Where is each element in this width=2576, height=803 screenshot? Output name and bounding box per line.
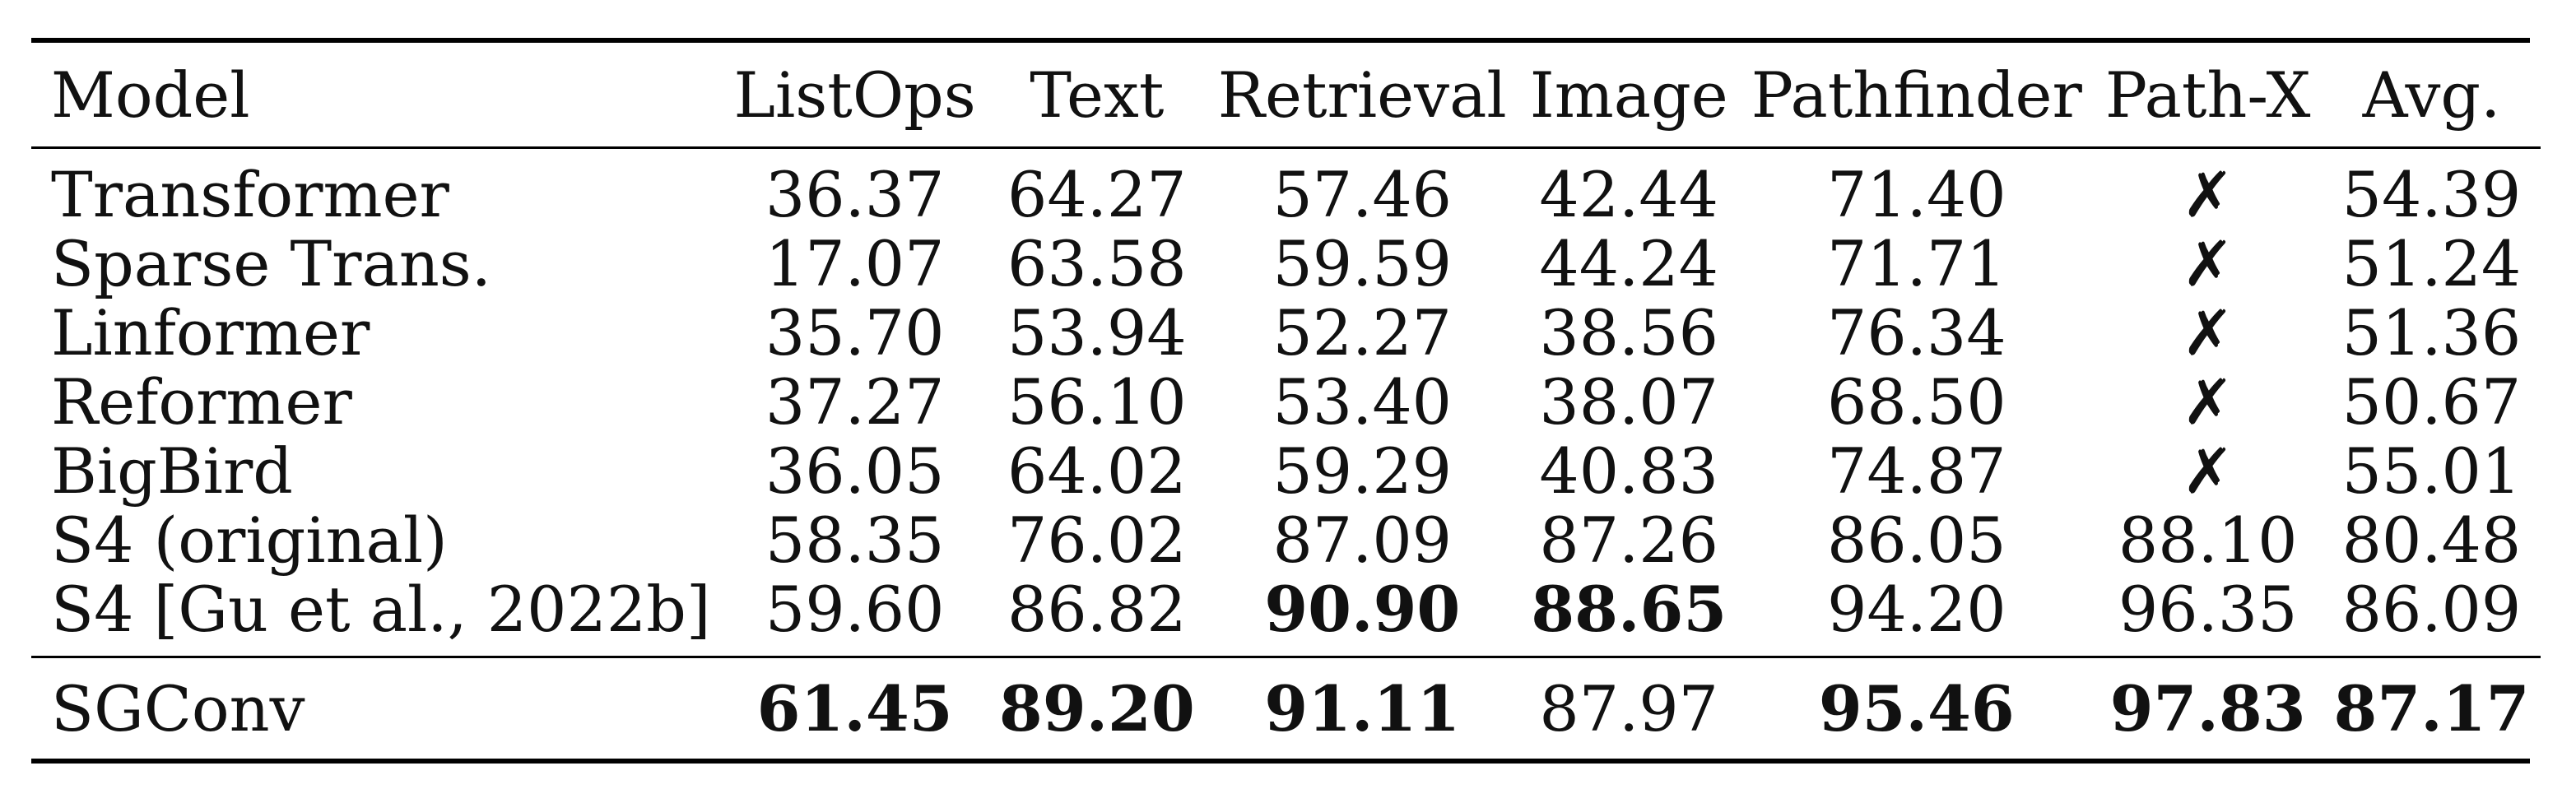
score-cell: 53.40: [1272, 365, 1453, 439]
score-cell: 59.59: [1272, 227, 1453, 300]
score-cell: 57.46: [1272, 158, 1453, 231]
score-cell: 88.65: [1531, 573, 1727, 646]
table-row: Linformer 35.70 53.94 52.27 38.56 76.34 ✗ 51.36: [31, 299, 2541, 368]
cross-mark-cell: ✗: [2181, 158, 2234, 231]
table-row: Reformer 37.27 56.10 53.40 38.07 68.50 ✗ 50.67: [31, 368, 2541, 437]
col-header-listops: ListOps: [733, 58, 976, 132]
score-cell: 96.35: [2118, 573, 2298, 646]
bottom-rule: [31, 759, 2530, 764]
score-cell: 51.24: [2341, 227, 2522, 300]
score-cell: 44.24: [1539, 227, 1718, 300]
score-cell: 64.02: [1007, 434, 1187, 508]
col-header-path-x: Path-X: [2104, 58, 2311, 132]
score-cell: 97.83: [2109, 671, 2306, 745]
score-cell: 94.20: [1827, 573, 2006, 646]
col-header-retrieval: Retrieval: [1217, 58, 1507, 132]
score-cell: 71.71: [1827, 227, 2006, 300]
score-cell: 37.27: [765, 365, 945, 439]
model-name-cell: S4 (original): [51, 504, 448, 577]
score-cell: 86.09: [2341, 573, 2522, 646]
score-cell: 51.36: [2341, 296, 2522, 369]
score-cell: 59.60: [765, 573, 945, 646]
score-cell: 86.82: [1007, 573, 1187, 646]
model-name-cell: SGConv: [51, 671, 305, 745]
col-header-model: Model: [51, 58, 250, 132]
score-cell: 50.67: [2341, 365, 2522, 439]
score-cell: 63.58: [1007, 227, 1187, 300]
cross-mark-cell: ✗: [2181, 296, 2234, 369]
cross-mark-cell: ✗: [2181, 434, 2234, 508]
col-header-image: Image: [1529, 58, 1728, 132]
results-table-wrapper: Model ListOps Text Retrieval Image Pathf…: [31, 38, 2541, 764]
results-table: Model ListOps Text Retrieval Image Pathf…: [31, 43, 2541, 759]
table-row: Transformer 36.37 64.27 57.46 42.44 71.40 ✗ 54.…: [31, 148, 2541, 230]
score-cell: 95.46: [1818, 671, 2015, 745]
score-cell: 90.90: [1264, 573, 1461, 646]
score-cell: 61.45: [756, 671, 953, 745]
table-footer: SGConv 61.45 89.20 91.11 87.97 95.46 97.83 87.1…: [31, 657, 2541, 759]
score-cell: 52.27: [1272, 296, 1453, 369]
score-cell: 40.83: [1539, 434, 1718, 508]
top-rule: [31, 38, 2530, 43]
score-cell: 38.56: [1539, 296, 1718, 369]
score-cell: 36.05: [765, 434, 945, 508]
score-cell: 53.94: [1007, 296, 1187, 369]
score-cell: 68.50: [1827, 365, 2006, 439]
table-header: Model ListOps Text Retrieval Image Pathf…: [31, 43, 2541, 148]
model-name-cell: Transformer: [51, 158, 449, 231]
score-cell: 38.07: [1539, 365, 1718, 439]
col-header-text: Text: [1030, 58, 1165, 132]
header-row: Model ListOps Text Retrieval Image Pathf…: [31, 43, 2541, 148]
score-cell: 42.44: [1539, 158, 1718, 231]
col-header-pathfinder: Pathfinder: [1751, 58, 2082, 132]
score-cell: 87.97: [1539, 671, 1718, 745]
score-cell: 88.10: [2118, 504, 2298, 577]
table-row: Sparse Trans. 17.07 63.58 59.59 44.24 71.71 ✗ 5…: [31, 230, 2541, 299]
score-cell: 76.02: [1007, 504, 1187, 577]
score-cell: 56.10: [1007, 365, 1187, 439]
score-cell: 36.37: [765, 158, 945, 231]
col-header-avg: Avg.: [2362, 58, 2501, 132]
score-cell: 35.70: [765, 296, 945, 369]
score-cell: 89.20: [998, 671, 1195, 745]
score-cell: 80.48: [2341, 504, 2522, 577]
model-name-cell: Linformer: [51, 296, 370, 369]
model-name-cell: Reformer: [51, 365, 352, 439]
model-name-cell: BigBird: [51, 434, 293, 508]
score-cell: 71.40: [1827, 158, 2006, 231]
cross-mark-cell: ✗: [2181, 227, 2234, 300]
footer-row: SGConv 61.45 89.20 91.11 87.97 95.46 97.83 87.1…: [31, 657, 2541, 759]
table-body: Transformer 36.37 64.27 57.46 42.44 71.40 ✗ 54.…: [31, 148, 2541, 657]
score-cell: 87.26: [1539, 504, 1718, 577]
table-row: BigBird 36.05 64.02 59.29 40.83 74.87 ✗ 55.01: [31, 437, 2541, 506]
cross-mark-cell: ✗: [2181, 365, 2234, 439]
score-cell: 91.11: [1264, 671, 1461, 745]
score-cell: 74.87: [1827, 434, 2006, 508]
score-cell: 17.07: [765, 227, 945, 300]
score-cell: 58.35: [765, 504, 945, 577]
model-name-cell: Sparse Trans.: [51, 227, 491, 300]
score-cell: 76.34: [1827, 296, 2006, 369]
score-cell: 64.27: [1007, 158, 1187, 231]
score-cell: 54.39: [2341, 158, 2522, 231]
score-cell: 87.17: [2333, 671, 2530, 745]
score-cell: 55.01: [2341, 434, 2522, 508]
table-row: S4 [Gu et al., 2022b] 59.60 86.82 90.90 88.6…: [31, 575, 2541, 657]
model-name-cell: S4 [Gu et al., 2022b]: [51, 573, 711, 646]
score-cell: 59.29: [1272, 434, 1453, 508]
score-cell: 87.09: [1272, 504, 1453, 577]
score-cell: 86.05: [1827, 504, 2006, 577]
table-row: S4 (original) 58.35 76.02 87.09 87.26 86.05 88…: [31, 506, 2541, 575]
